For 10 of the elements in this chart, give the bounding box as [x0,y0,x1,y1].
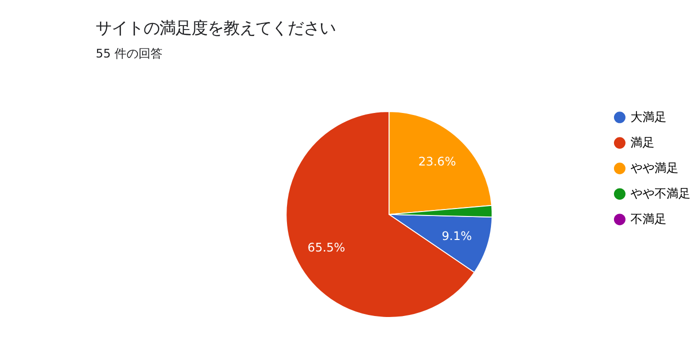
legend-label: やや満足 [630,161,679,176]
legend-label: 大満足 [630,110,667,124]
data-label: 9.1% [442,228,472,243]
chart-title: サイトの満足度を教えてください [96,18,336,38]
data-label: 65.5% [308,240,346,254]
text: 55 件の回答 [96,46,163,60]
legend-label: 満足 [630,136,655,150]
legend-label: 不満足 [630,212,667,226]
legend-label: やや不満足 [630,186,691,201]
data-label: 23.6% [418,154,456,169]
